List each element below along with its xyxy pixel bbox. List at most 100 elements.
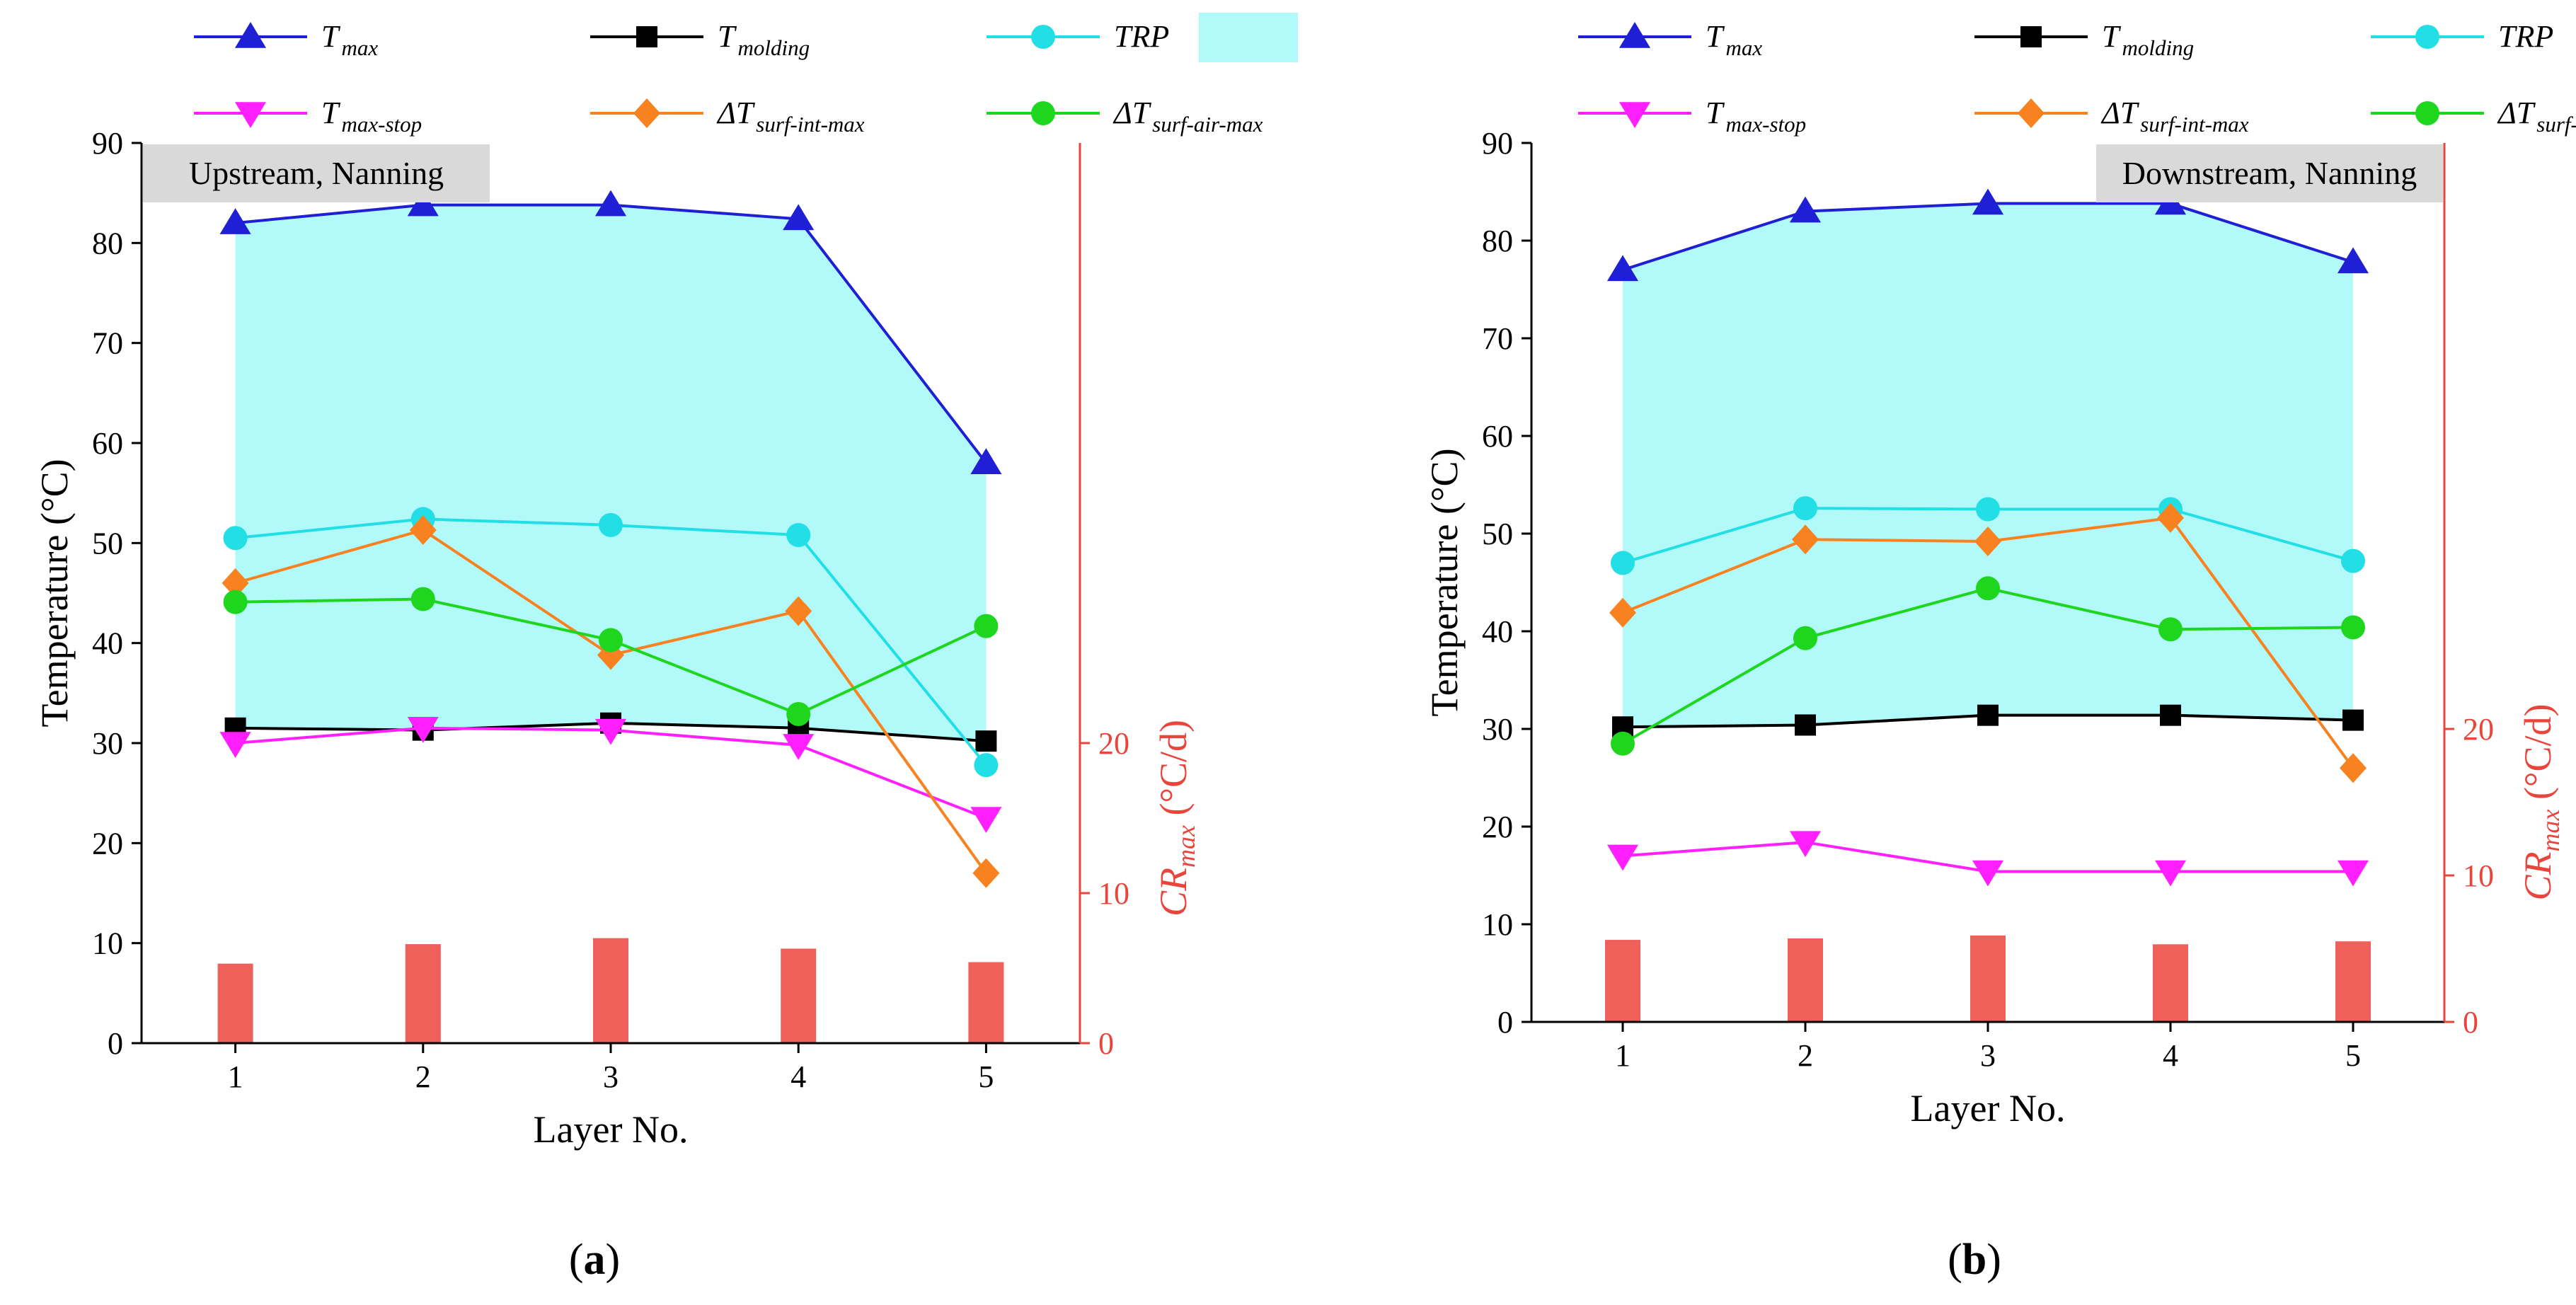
y-tick-label-20: 20: [1482, 810, 1513, 844]
x-tick-label-4: 4: [790, 1059, 806, 1094]
y2-tick-label-10: 10: [1098, 876, 1129, 911]
y2-tick-label-0: 0: [2463, 1005, 2478, 1040]
y2-tick-label-10: 10: [2463, 858, 2494, 893]
dtsurfint-point-1: [222, 568, 249, 598]
y-tick-label-10: 10: [1482, 907, 1513, 942]
dtsurfint-point-4: [785, 596, 812, 626]
cr-bar-1: [1605, 940, 1640, 1022]
y2-axis-title-base: CR: [1152, 868, 1195, 916]
legend-label-dtsurfint-sub: surf-int-max: [756, 112, 865, 137]
y-tick-label-90: 90: [1482, 126, 1513, 161]
x-tick-label-3: 3: [603, 1059, 619, 1094]
y-tick-label-0: 0: [108, 1026, 123, 1061]
y2-axis-title-sub: max: [1172, 825, 1200, 868]
y-tick-label-30: 30: [1482, 712, 1513, 747]
legend-label-dtsurfair-base: ΔT: [2497, 96, 2536, 130]
y-tick-label-30: 30: [92, 726, 123, 761]
dtsurfint-point-2: [1792, 524, 1819, 555]
legend-label-tmaxstop-sub: max-stop: [341, 112, 422, 137]
cr-bar-1: [217, 963, 253, 1043]
x-tick-label-3: 3: [1980, 1038, 1996, 1073]
tmolding-point-4: [2160, 704, 2181, 726]
x-tick-label-2: 2: [1798, 1038, 1813, 1073]
dtsurfint-point-2: [409, 514, 437, 545]
tmax-point-1: [219, 208, 251, 234]
legend-label-dtsurfair-sub: surf-air-max: [2536, 112, 2576, 137]
y2-tick-label-20: 20: [1098, 726, 1129, 761]
caption-letter: a: [584, 1236, 606, 1284]
tmaxstop-point-5: [970, 807, 1002, 833]
dtsurfint-point-1: [1609, 597, 1636, 628]
legend-marker-tmaxstop: [1618, 102, 1651, 128]
trp-point-4: [786, 523, 811, 548]
legend-label-tmaxstop-sub: max-stop: [1725, 112, 1806, 137]
x-axis-title: Layer No.: [1911, 1087, 2066, 1129]
tmax-point-3: [1972, 188, 2004, 215]
tmaxstop-point-5: [2337, 860, 2369, 887]
trp-point-1: [1611, 551, 1635, 575]
cr-bar-4: [781, 948, 817, 1043]
dtsurfair-point-3: [599, 628, 623, 652]
x-tick-label-4: 4: [2163, 1038, 2178, 1073]
tmax-point-2: [1789, 196, 1822, 223]
annotation-text: Downstream, Nanning: [2122, 155, 2417, 191]
tmolding-point-5: [2342, 709, 2364, 731]
y-tick-label-60: 60: [1482, 419, 1513, 454]
legend-marker-dtsurfint: [2018, 98, 2045, 128]
y-tick-label-50: 50: [92, 526, 123, 560]
tmaxstop-point-1: [219, 732, 251, 758]
caption-letter: b: [1962, 1236, 1986, 1284]
dtsurfair-point-5: [2341, 615, 2365, 640]
tmax-point-2: [407, 190, 439, 217]
legend-item-dtsurfint: ΔT surf-int-max: [590, 96, 865, 137]
legend-label-trp-base: TRP: [2498, 19, 2553, 54]
legend-label-dtsurfint: ΔT surf-int-max: [716, 96, 865, 137]
y-tick-label-80: 80: [92, 226, 123, 260]
dtsurfint-point-4: [2157, 502, 2184, 533]
legend-label-tmaxstop-base: T: [1706, 96, 1725, 130]
y-tick-label-50: 50: [1482, 517, 1513, 551]
tmax-point-4: [783, 204, 815, 231]
legend-marker-dtsurfair: [1031, 101, 1055, 125]
cr-bar-3: [1970, 935, 2006, 1022]
panel-caption: (a): [569, 1236, 620, 1284]
legend-marker-tmax: [234, 22, 267, 48]
dtsurfint-point-5: [2340, 753, 2367, 783]
trp-point-2: [1793, 496, 1817, 521]
legend-label-tmax-sub: max: [1725, 35, 1762, 60]
trp-point-3: [599, 512, 623, 537]
dtsurfair-point-2: [410, 587, 435, 611]
tmax-point-1: [1606, 255, 1639, 282]
x-tick-label-1: 1: [228, 1059, 243, 1094]
dtsurfair-point-2: [1793, 626, 1817, 650]
caption-open: (: [569, 1236, 584, 1284]
annotation-box: [2096, 144, 2443, 202]
caption-close: ): [606, 1236, 621, 1284]
caption-close: ): [1986, 1236, 2001, 1284]
y2-axis-title-unit: (°C/d): [1152, 720, 1195, 825]
legend-marker-tmolding: [2020, 26, 2042, 47]
legend-label-trp: TRP: [2498, 19, 2553, 54]
legend-band-swatch: [1199, 13, 1298, 62]
legend-marker-tmaxstop: [234, 102, 267, 128]
legend-marker-tmolding: [636, 26, 657, 47]
y-tick-label-40: 40: [92, 626, 123, 661]
legend-marker-dtsurfint: [633, 98, 660, 128]
y-tick-label-0: 0: [1497, 1005, 1513, 1040]
legend-item-trp: TRP: [987, 13, 1298, 62]
cr-bar-5: [2335, 941, 2371, 1022]
tmax-point-5: [2337, 247, 2369, 274]
legend-marker-trp: [1031, 25, 1055, 49]
legend-marker-trp: [2415, 25, 2439, 49]
y-axis-title: Temperature (°C): [1423, 448, 1466, 716]
